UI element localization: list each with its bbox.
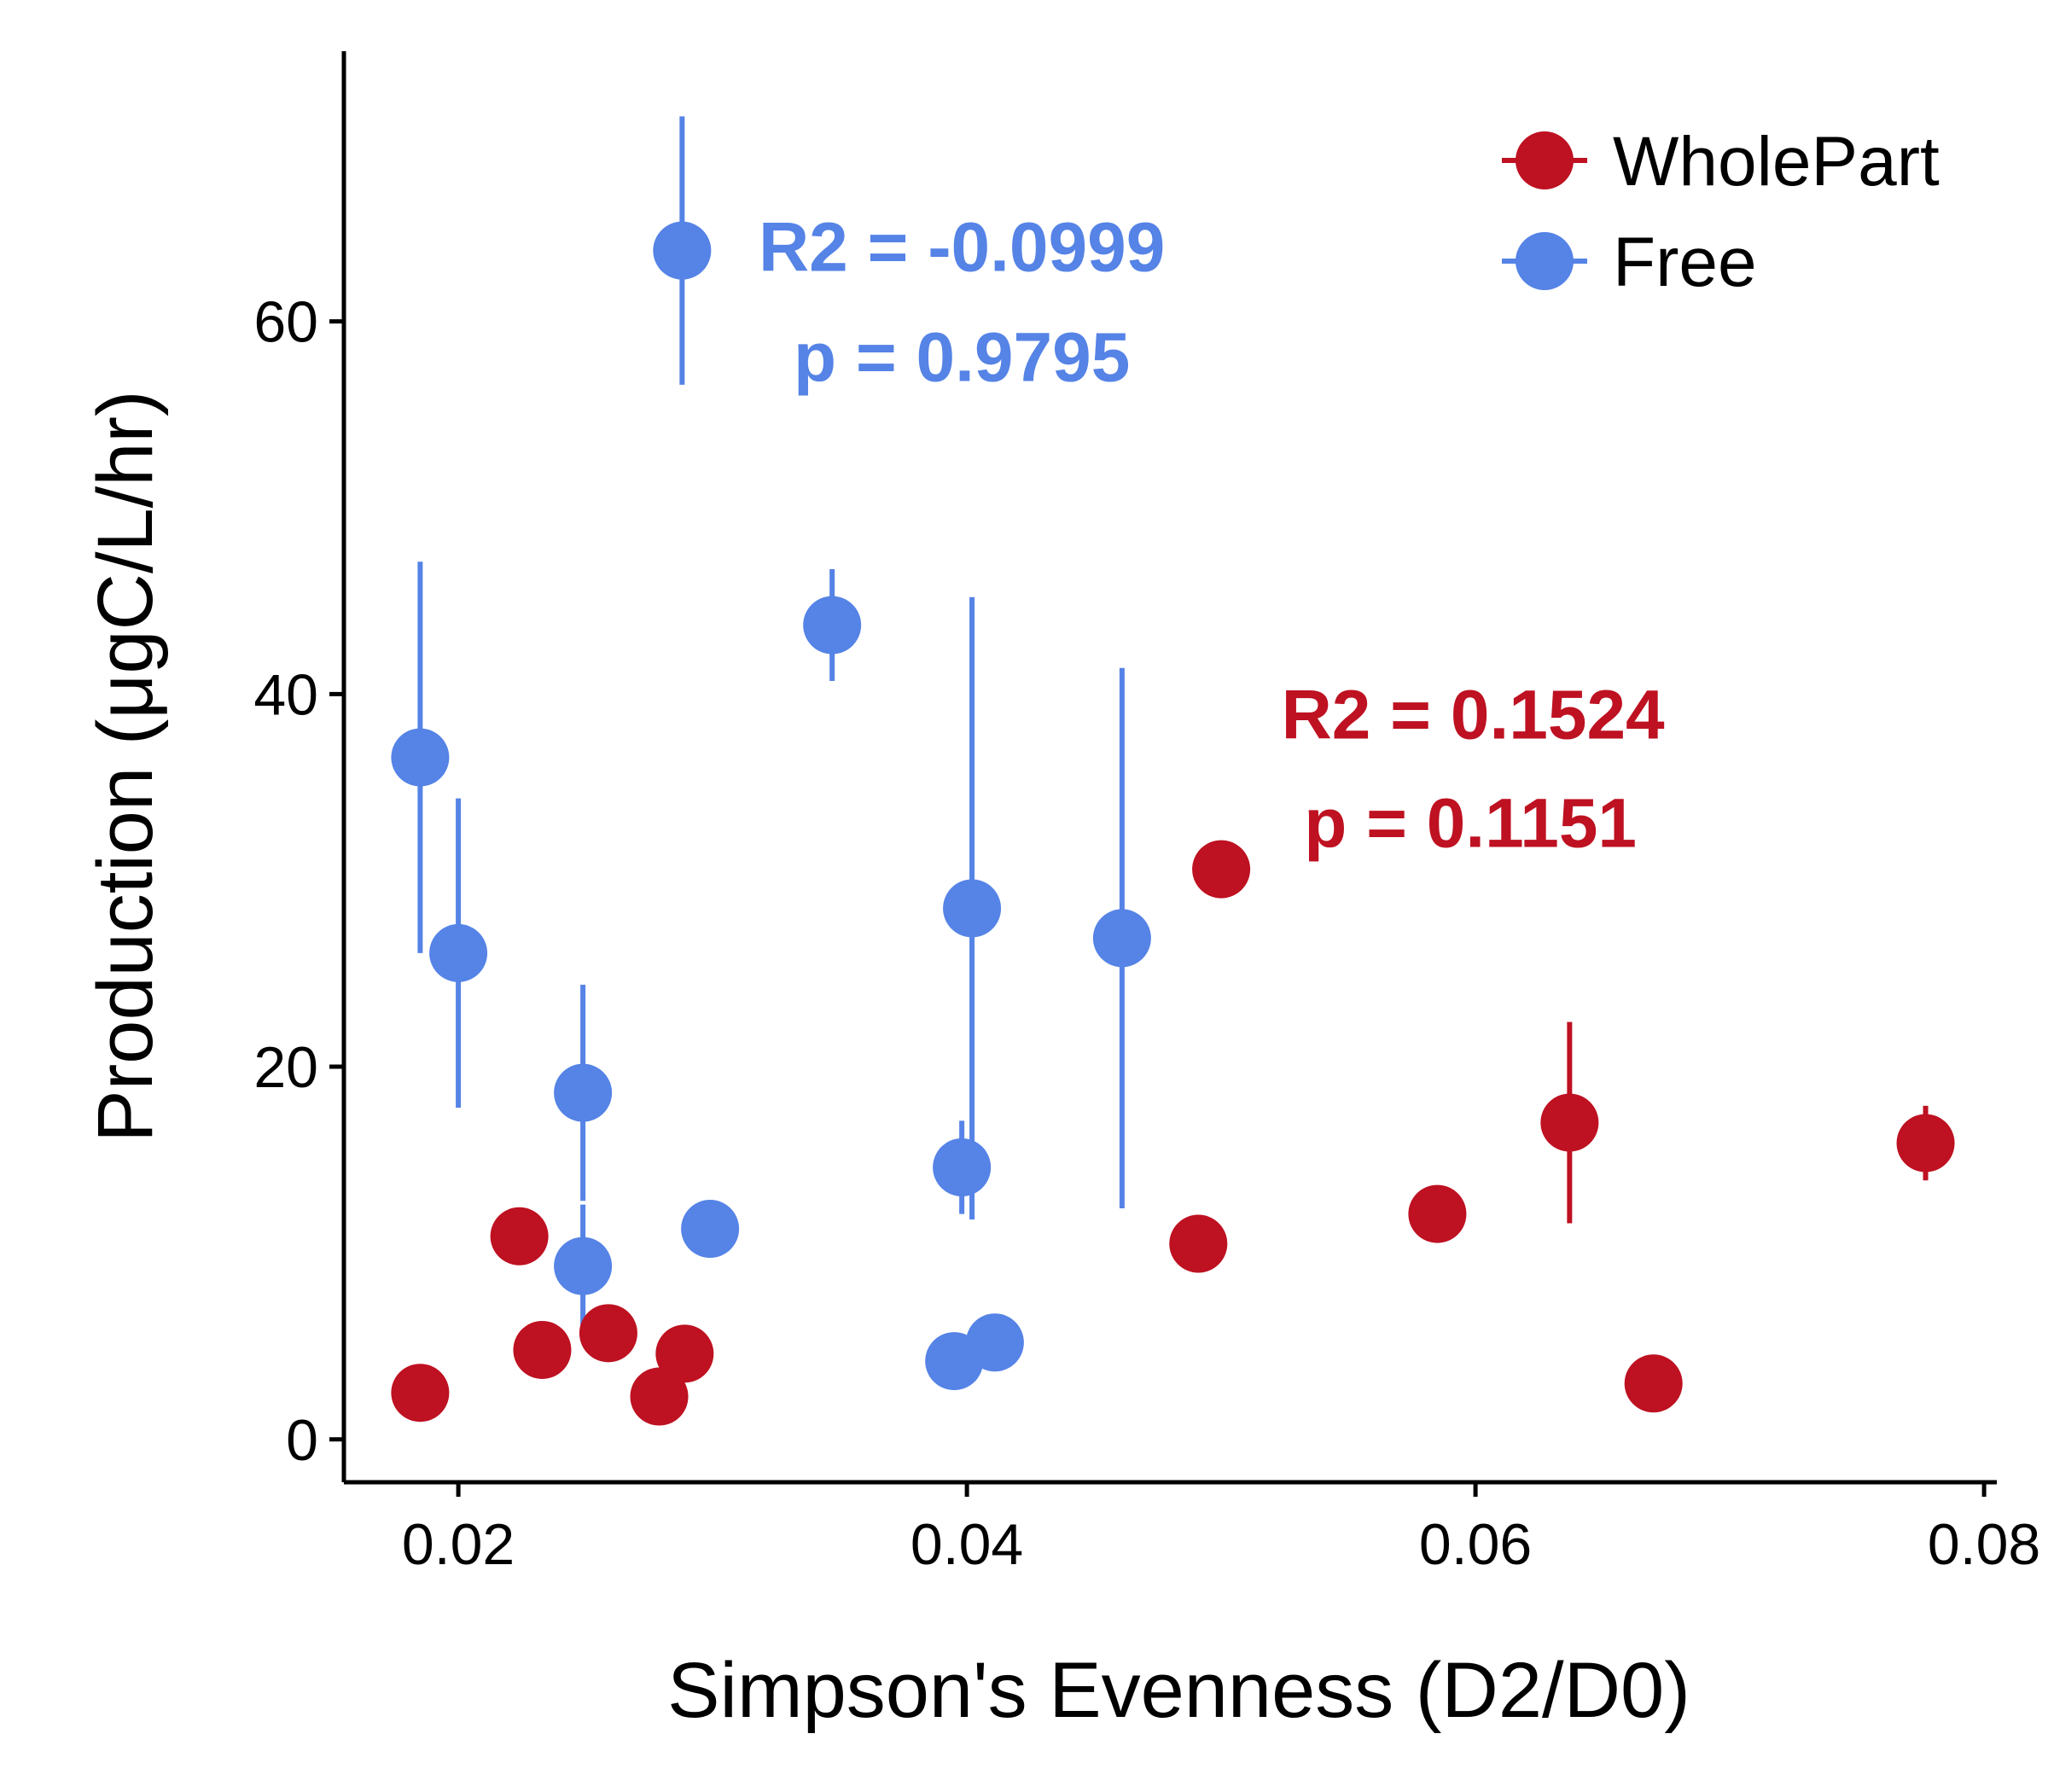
x-tick-label: 0.08 bbox=[1928, 1512, 2040, 1577]
annotation-p-free: p = 0.9795 bbox=[794, 318, 1130, 396]
point-free bbox=[943, 879, 1002, 938]
point-wholepart bbox=[1408, 1184, 1467, 1243]
point-free bbox=[1092, 909, 1151, 968]
x-axis-ticks: 0.02 0.04 0.06 0.08 bbox=[402, 1482, 2040, 1577]
point-wholepart bbox=[579, 1304, 637, 1363]
point-free bbox=[391, 728, 450, 787]
point-free bbox=[554, 1063, 613, 1122]
y-tick-label: 40 bbox=[253, 662, 318, 727]
legend-label-free: Free bbox=[1613, 224, 1757, 301]
data-points bbox=[391, 221, 1955, 1426]
annotation-r2-free: R2 = -0.0999 bbox=[759, 209, 1165, 287]
point-free bbox=[554, 1236, 613, 1295]
x-tick-label: 0.02 bbox=[402, 1512, 515, 1577]
point-wholepart bbox=[1624, 1354, 1683, 1413]
point-free bbox=[965, 1313, 1024, 1372]
point-wholepart bbox=[490, 1207, 549, 1265]
y-tick-label: 0 bbox=[286, 1408, 318, 1473]
x-tick-label: 0.06 bbox=[1419, 1512, 1532, 1577]
point-free bbox=[429, 923, 488, 982]
point-wholepart bbox=[655, 1324, 714, 1383]
annotation-r2-wholepart: R2 = 0.1524 bbox=[1282, 677, 1665, 754]
legend: WholePart Free bbox=[1502, 123, 1940, 301]
point-free bbox=[933, 1137, 992, 1196]
point-wholepart bbox=[1192, 840, 1251, 899]
legend-label-wholepart: WholePart bbox=[1613, 123, 1940, 201]
point-free bbox=[681, 1200, 740, 1259]
point-wholepart bbox=[1169, 1214, 1228, 1273]
point-free bbox=[803, 596, 862, 655]
y-axis-title: Production (μgC/L/hr) bbox=[82, 390, 169, 1142]
point-wholepart bbox=[1896, 1114, 1955, 1172]
y-tick-label: 20 bbox=[253, 1035, 318, 1100]
point-free bbox=[653, 221, 712, 280]
annotations: R2 = -0.0999 p = 0.9795 R2 = 0.1524 p = 0.1… bbox=[759, 209, 1665, 863]
point-wholepart bbox=[1540, 1093, 1599, 1152]
x-tick-label: 0.04 bbox=[911, 1512, 1023, 1577]
annotation-p-wholepart: p = 0.1151 bbox=[1304, 784, 1637, 862]
y-tick-label: 60 bbox=[253, 290, 318, 355]
x-axis-title: Simpson's Evenness (D2/D0) bbox=[667, 1647, 1690, 1734]
point-wholepart bbox=[513, 1320, 572, 1379]
legend-key-free bbox=[1516, 232, 1574, 290]
legend-key-wholepart bbox=[1516, 131, 1574, 189]
axes: 0.02 0.04 0.06 0.08 0 20 40 60 bbox=[253, 51, 2040, 1577]
point-wholepart bbox=[391, 1364, 450, 1423]
y-axis-ticks: 0 20 40 60 bbox=[253, 290, 344, 1473]
point-wholepart bbox=[630, 1367, 689, 1426]
